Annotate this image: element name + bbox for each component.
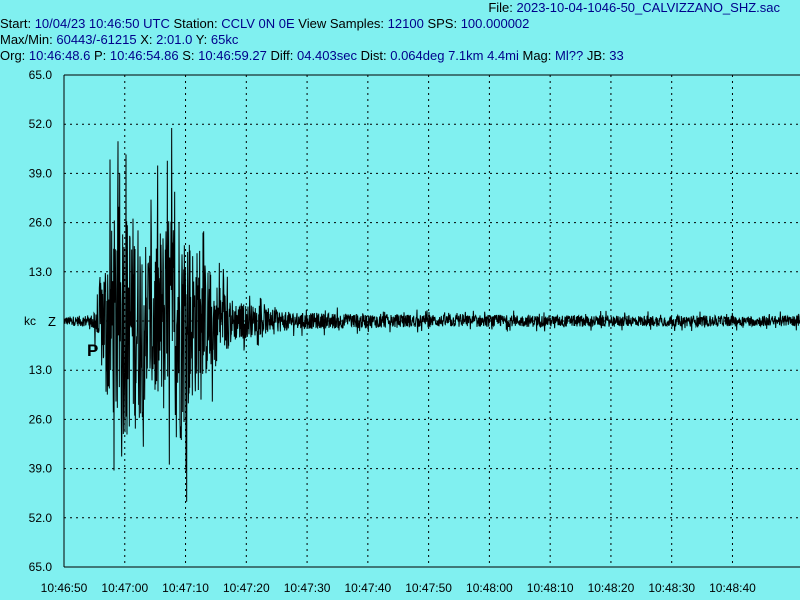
sps-value: 100.000002 [460, 16, 530, 31]
jb-key: JB: [586, 48, 606, 63]
maxmin-value: 60443/-61215 [56, 32, 137, 47]
x-tick-label: 10:46:50 [41, 581, 88, 595]
file-value: 2023-10-04-1046-50_CALVIZZANO_SHZ.sac [516, 0, 781, 15]
p-phase-marker: P [87, 341, 98, 360]
file-name-line: File: 2023-10-04-1046-50_CALVIZZANO_SHZ.… [488, 0, 780, 16]
start-value: 10/04/23 10:46:50 UTC [34, 16, 170, 31]
org-key: Org: [0, 48, 26, 63]
diff-value: 04.403sec [296, 48, 357, 63]
view-samples-value: 12100 [387, 16, 424, 31]
x-tick-label: 10:47:20 [223, 581, 270, 595]
start-info-line: Start: 10/04/23 10:46:50 UTC Station: CC… [0, 16, 529, 32]
p-value: 10:46:54.86 [109, 48, 179, 63]
maxmin-info-line: Max/Min: 60443/-61215 X: 2:01.0 Y: 65kc [0, 32, 238, 48]
origin-info-line: Org: 10:46:48.6 P: 10:46:54.86 S: 10:46:… [0, 48, 624, 64]
y-axis-ticks: 65.0 52.0 39.0 26.0 13.0 kc 13.0 26.0 39.0 52.0 65… [24, 68, 52, 574]
dist-key: Dist: [360, 48, 387, 63]
y-tick-label: 39.0 [29, 166, 53, 180]
y-tick-label: 65.0 [29, 68, 53, 82]
y-tick-label: 13.0 [29, 265, 53, 279]
mag-key: Mag: [522, 48, 552, 63]
x-tick-label: 10:48:30 [648, 581, 695, 595]
station-value: CCLV 0N 0E [221, 16, 295, 31]
maxmin-key: Max/Min: [0, 32, 53, 47]
file-key: File: [488, 0, 513, 15]
mag-value: Ml?? [555, 48, 584, 63]
y-tick-label: 13.0 [29, 363, 53, 377]
x-tick-label: 10:47:00 [101, 581, 148, 595]
x-tick-label: 10:47:30 [284, 581, 331, 595]
y-tick-label: 52.0 [29, 511, 53, 525]
station-key: Station: [173, 16, 218, 31]
x-value: 2:01.0 [156, 32, 193, 47]
view-samples-key: View Samples: [298, 16, 385, 31]
y-tick-label: 26.0 [29, 216, 53, 230]
waveform-trace [63, 127, 800, 502]
channel-label: Z [48, 314, 56, 329]
x-axis-ticks: 10:46:50 10:47:00 10:47:10 10:47:20 10:47:30… [41, 581, 757, 595]
x-tick-label: 10:47:10 [162, 581, 209, 595]
start-key: Start: [0, 16, 32, 31]
p-key: P: [94, 48, 107, 63]
x-tick-label: 10:48:40 [709, 581, 756, 595]
s-value: 10:46:59.27 [198, 48, 267, 63]
y-key: Y: [195, 32, 208, 47]
jb-value: 33 [609, 48, 624, 63]
x-tick-label: 10:48:10 [527, 581, 574, 595]
y-tick-label: 52.0 [29, 117, 53, 131]
y-tick-label: 65.0 [29, 560, 53, 574]
x-tick-label: 10:48:20 [588, 581, 635, 595]
y-tick-label: 39.0 [29, 462, 53, 476]
diff-key: Diff: [270, 48, 294, 63]
org-value: 10:46:48.6 [28, 48, 91, 63]
sps-key: SPS: [427, 16, 458, 31]
x-tick-label: 10:47:50 [405, 581, 452, 595]
x-key: X: [140, 32, 153, 47]
y-tick-label: kc [24, 314, 36, 328]
x-tick-label: 10:48:00 [466, 581, 513, 595]
y-value: 65kc [210, 32, 239, 47]
y-tick-label: 26.0 [29, 412, 53, 426]
dist-value: 0.064deg 7.1km 4.4mi [390, 48, 519, 63]
s-key: S: [182, 48, 195, 63]
x-tick-label: 10:47:40 [344, 581, 391, 595]
